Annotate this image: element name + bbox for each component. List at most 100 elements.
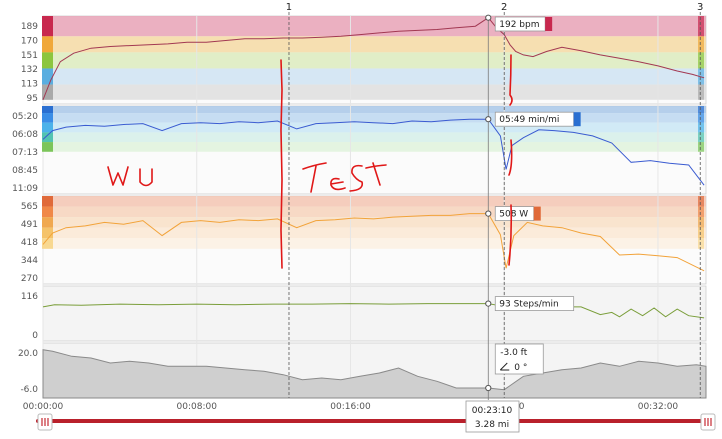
axis-ticks: 189 170 151 132 113 95 05:20 06:08 07:13 08:45 11:… xyxy=(12,22,678,412)
zone-band xyxy=(43,52,706,69)
cursor-point xyxy=(485,116,492,123)
y-tick-label: 0 xyxy=(32,331,38,341)
zone-swatch xyxy=(42,227,53,239)
zone-swatch xyxy=(42,217,53,228)
zone-swatch xyxy=(42,52,53,69)
lap-markers: 1 2 3 xyxy=(286,2,703,400)
zone-swatch xyxy=(42,113,53,123)
y-tick-label: 344 xyxy=(21,256,38,266)
y-tick-label: 116 xyxy=(21,292,38,302)
cursor-callouts: 192 bpm 05:49 min/mi 508 W 93 Steps/min -3.0… xyxy=(485,14,581,392)
series-lines xyxy=(42,17,707,399)
zone-band xyxy=(43,84,706,100)
zone-swatch xyxy=(42,106,53,114)
x-tick-label: 00:16:00 xyxy=(330,402,371,412)
zone-band xyxy=(43,68,706,85)
series-area-elevation xyxy=(42,349,707,399)
cursor-point xyxy=(485,384,492,392)
x-tick-label: 00:08:00 xyxy=(177,402,218,412)
cursor-distance: 3.28 mi xyxy=(475,420,509,430)
grip-icon xyxy=(41,418,49,426)
zone-swatch-right xyxy=(698,227,704,239)
zone-swatch xyxy=(42,238,53,249)
zone-band xyxy=(43,196,706,207)
callout-value: 93 Steps/min xyxy=(499,300,559,310)
zone-band xyxy=(43,122,706,133)
y-tick-label: 08:45 xyxy=(12,166,38,176)
zone-band xyxy=(43,142,706,152)
callout-swatch xyxy=(533,206,541,221)
y-tick-label: 11:09 xyxy=(12,184,38,194)
zone-swatch xyxy=(42,36,53,53)
zone-swatch-right xyxy=(698,52,704,69)
callout-subvalue: 0 ° xyxy=(514,363,527,373)
annotation-wu xyxy=(107,166,153,187)
grade-angle-icon xyxy=(499,362,510,371)
zone-band xyxy=(43,206,706,218)
callout-value: -3.0 ft xyxy=(500,348,527,358)
y-tick-label: 05:20 xyxy=(12,112,38,122)
y-tick-label: 07:13 xyxy=(12,148,38,158)
y-tick-label: -6.0 xyxy=(20,385,38,395)
lap-marker-label: 2 xyxy=(501,2,507,13)
zone-band xyxy=(43,132,706,143)
lap-marker-label: 1 xyxy=(286,2,292,13)
series-line-heart-rate xyxy=(42,17,705,100)
zone-swatch-right xyxy=(698,106,704,114)
handwriting-annotations xyxy=(107,54,513,269)
x-tick-label: 00:00:00 xyxy=(23,402,64,412)
y-tick-label: 565 xyxy=(21,202,38,212)
zone-swatch xyxy=(42,16,53,37)
series-line-pace xyxy=(42,118,705,186)
cursor-time: 00:23:10 xyxy=(472,406,513,416)
cursor-point xyxy=(485,210,492,217)
panel-cadence xyxy=(42,285,707,342)
zone-band xyxy=(43,106,706,114)
zone-bands xyxy=(42,15,707,399)
zone-swatch xyxy=(42,122,53,133)
zone-swatch-right xyxy=(698,84,704,100)
y-tick-label: 418 xyxy=(21,238,38,248)
callout-value: 05:49 min/mi xyxy=(499,115,559,125)
y-tick-label: 06:08 xyxy=(12,130,38,140)
annotation-test xyxy=(302,162,387,193)
callout-box xyxy=(494,343,544,375)
callout-box xyxy=(494,296,575,312)
zone-swatch xyxy=(42,132,53,143)
time-scrubber[interactable] xyxy=(36,413,716,431)
zone-swatch xyxy=(42,68,53,85)
annotation-divider-2 xyxy=(508,54,513,266)
cursor-point xyxy=(485,300,492,307)
zone-swatch xyxy=(42,196,53,207)
zone-swatch-right xyxy=(698,132,704,143)
y-tick-label: 95 xyxy=(27,94,38,104)
zone-band xyxy=(43,217,706,228)
scrubber-track[interactable] xyxy=(36,419,709,423)
zone-swatch-right xyxy=(698,196,704,207)
zone-band xyxy=(43,113,706,123)
y-tick-label: 491 xyxy=(21,220,38,230)
grip-icon xyxy=(704,418,712,426)
y-tick-label: 270 xyxy=(21,274,38,284)
zone-swatch xyxy=(42,142,53,152)
zone-swatches xyxy=(42,16,704,249)
zone-swatch-right xyxy=(698,113,704,123)
cursor-time-box: 00:23:10 3.28 mi xyxy=(465,400,520,433)
zone-band xyxy=(43,227,706,239)
zone-swatch xyxy=(42,84,53,100)
y-tick-label: 132 xyxy=(21,65,38,75)
zone-swatch-right xyxy=(698,238,704,249)
y-tick-label: 170 xyxy=(21,36,38,46)
series-line-power xyxy=(42,213,705,272)
callout-value: 508 W xyxy=(499,210,528,220)
cursor-point xyxy=(485,14,492,21)
zone-swatch-right xyxy=(698,16,704,37)
y-tick-label: 189 xyxy=(21,22,38,32)
callout-swatch xyxy=(573,112,581,127)
y-tick-label: 20.0 xyxy=(18,349,38,359)
lap-marker-label: 3 xyxy=(697,2,703,13)
zone-swatch-right xyxy=(698,142,704,152)
y-tick-label: 151 xyxy=(21,51,38,61)
zone-swatch-right xyxy=(698,36,704,53)
